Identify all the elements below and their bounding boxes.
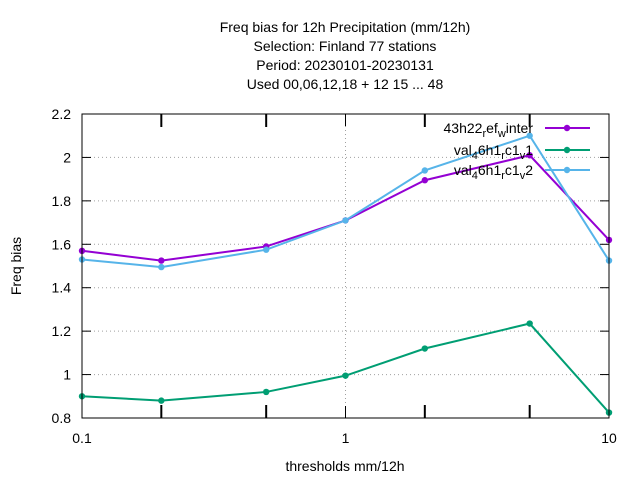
y-tick-label: 1.2 (52, 323, 72, 339)
legend-entry-2: val46h1rc1v1 (454, 142, 590, 162)
y-axis-label: Freq bias (8, 237, 24, 295)
y-tick-label: 1.4 (52, 280, 72, 296)
title-line-1: Freq bias for 12h Precipitation (mm/12h) (220, 19, 471, 35)
y-tick-label: 2.2 (52, 106, 72, 122)
grid (82, 114, 609, 418)
tick-labels: 0.8 1 1.2 1.4 1.6 1.8 2 2.2 0.1 1 10 (52, 106, 617, 446)
title-line-3: Period: 20230101-20230131 (256, 57, 434, 73)
legend-entry-3: val46h1rc1v2 (454, 162, 590, 182)
series-2 (78, 320, 613, 416)
x-tick-label: 1 (342, 430, 350, 446)
legend-swatch-point (563, 146, 571, 154)
legend-swatch-point (563, 166, 571, 174)
title-line-2: Selection: Finland 77 stations (254, 38, 437, 54)
legend-label: val46h1rc1v2 (454, 162, 533, 182)
axis-ticks (81, 113, 610, 419)
series-3 (78, 132, 613, 271)
legend-entry-1: 43h22refwinter (444, 120, 590, 140)
data-point (342, 372, 349, 379)
data-point (526, 152, 533, 159)
series-group (78, 132, 613, 416)
data-point (158, 257, 165, 264)
legend-label: 43h22refwinter (444, 120, 534, 140)
x-axis-label: thresholds mm/12h (285, 458, 404, 474)
y-tick-label: 1 (63, 367, 71, 383)
data-point (421, 177, 429, 184)
data-point (526, 320, 533, 327)
data-point (526, 132, 533, 139)
legend-swatch-point (563, 124, 571, 132)
data-point (262, 246, 270, 253)
data-point (421, 167, 429, 174)
title-line-4: Used 00,06,12,18 + 12 15 ... 48 (247, 76, 444, 92)
data-point (158, 263, 165, 271)
y-tick-label: 1.8 (52, 193, 72, 209)
y-tick-label: 2 (63, 149, 71, 165)
chart-title: Freq bias for 12h Precipitation (mm/12h)… (220, 19, 471, 92)
x-tick-label: 10 (601, 430, 617, 446)
y-tick-label: 1.6 (52, 236, 72, 252)
legend-label: val46h1rc1v1 (454, 142, 533, 162)
y-tick-label: 0.8 (52, 410, 72, 426)
data-point (262, 388, 270, 396)
data-point (421, 345, 429, 352)
data-point (342, 217, 349, 224)
x-tick-label: 0.1 (72, 430, 92, 446)
data-point (158, 397, 165, 404)
plot-frame (81, 113, 610, 419)
